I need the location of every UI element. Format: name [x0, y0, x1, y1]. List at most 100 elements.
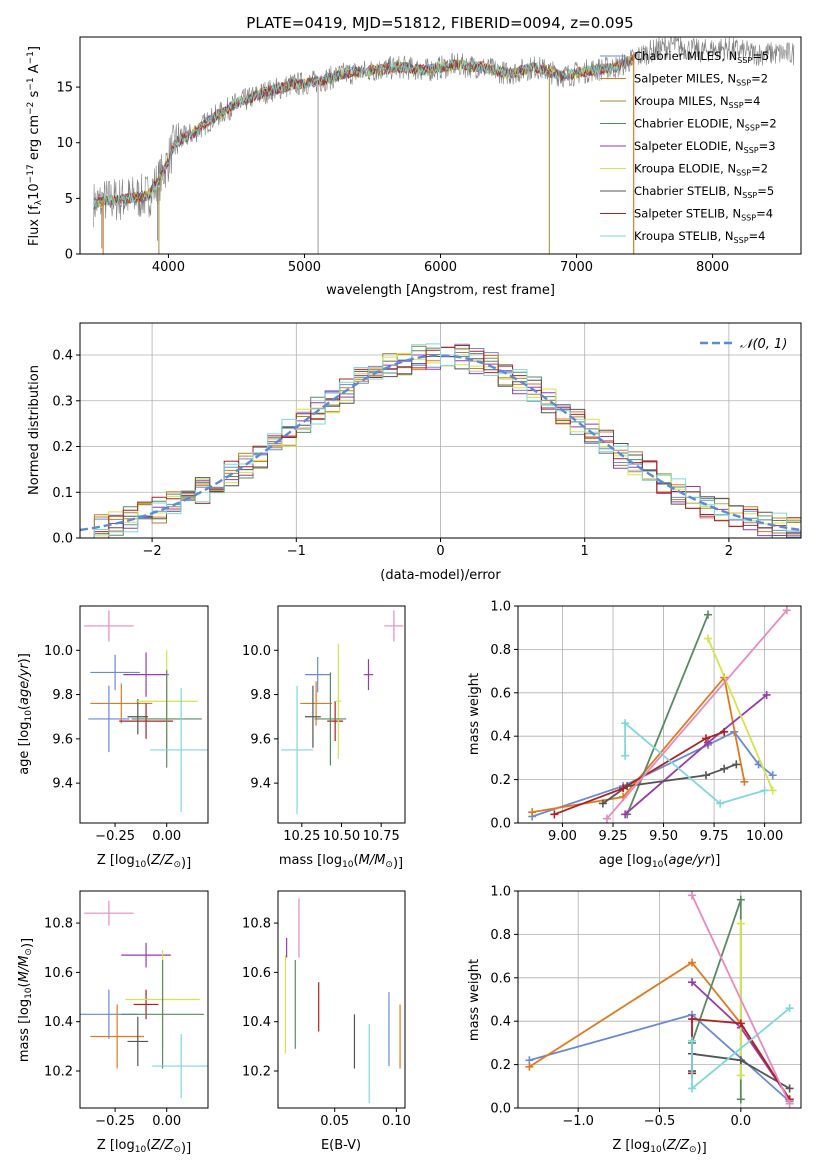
- x-tick-label: 0.00: [152, 1114, 181, 1129]
- errorbar-point: [300, 681, 332, 726]
- weight-marker: [736, 1056, 745, 1065]
- x-tick-label: −2: [143, 544, 162, 559]
- weight-marker: [602, 814, 611, 823]
- legend-label: Salpeter STELIB, NSSP=4: [634, 207, 773, 223]
- y-tick-label: 10.4: [242, 1015, 271, 1030]
- x-tick-label: −0.25: [95, 829, 135, 844]
- legend-label: 𝒩(0, 1): [740, 337, 787, 352]
- y-tick-label: 10.8: [242, 917, 271, 932]
- plot-area: [84, 610, 208, 812]
- panel-weight-vs-age: 9.00 9.25 9.50 9.75 10.00 0.0 0.2 0.4 0.6 0.8 1.0 a…: [467, 600, 802, 870]
- axes-frame: [79, 890, 209, 1109]
- y-tick-label: 10.2: [44, 1065, 73, 1080]
- weight-marker: [704, 610, 713, 619]
- x-tick-label: 1: [581, 544, 589, 559]
- axes-frame: [277, 890, 406, 1109]
- errorbar-point: [335, 643, 342, 759]
- x-tick-label: −1.0: [562, 1114, 594, 1129]
- model-series-line: [93, 55, 634, 210]
- y-tick-label: 1.0: [490, 600, 511, 615]
- x-tick-label: 10.25: [283, 829, 320, 844]
- y-tick-label: 0.2: [52, 440, 73, 455]
- weight-series-line: [626, 614, 709, 815]
- y-tick-label: 9.6: [52, 732, 73, 747]
- y-tick-label: 0.6: [490, 971, 511, 986]
- errorbar-point: [314, 672, 347, 766]
- weight-marker: [716, 799, 725, 808]
- y-axis-label: Normed distribution: [27, 365, 42, 495]
- y-tick-label: 9.4: [250, 777, 271, 792]
- weight-marker: [762, 690, 771, 699]
- y-tick-label: 0.3: [52, 394, 73, 409]
- errorbar-point: [281, 685, 313, 815]
- y-tick-label: 0.8: [490, 643, 511, 658]
- model-series-line: [93, 56, 634, 210]
- weight-series: [688, 891, 794, 1108]
- x-tick-label: −1: [287, 544, 306, 559]
- figure-title: PLATE=0419, MJD=51812, FIBERID=0094, z=0…: [246, 14, 633, 32]
- model-series-line: [93, 54, 634, 210]
- y-tick-label: 9.8: [250, 688, 271, 703]
- x-tick-label: 9.50: [649, 829, 678, 844]
- weight-marker: [732, 760, 741, 769]
- y-tick-label: 0.0: [490, 1102, 511, 1117]
- y-tick-label: 10.0: [44, 644, 73, 659]
- x-tick-label: 10.50: [323, 829, 360, 844]
- panel-age-vs-Z: −0.25 0.00 9.4 9.6 9.8 10.0 Z [log10(Z/Z⊙)] age…: [17, 605, 209, 871]
- weight-marker: [785, 1004, 794, 1013]
- weight-marker: [621, 810, 630, 819]
- weight-series-line: [531, 730, 774, 818]
- x-tick-label: 2: [725, 544, 733, 559]
- legend-label: Salpeter ELODIE, NSSP=3: [634, 139, 776, 155]
- weight-marker: [688, 891, 697, 900]
- y-tick-label: 10.2: [242, 1065, 271, 1080]
- x-tick-label: 0.0: [730, 1114, 751, 1129]
- weight-marker: [701, 734, 710, 743]
- x-tick-label: 0.10: [382, 1114, 411, 1129]
- weight-series: [602, 606, 791, 823]
- y-tick-label: 0.0: [52, 532, 73, 547]
- weight-marker: [785, 1084, 794, 1093]
- y-tick-label: 10.6: [242, 966, 271, 981]
- x-tick-label: 6000: [424, 260, 457, 275]
- errorbar-point: [121, 942, 171, 968]
- panel-mass-vs-EBV: 0.05 0.10 10.2 10.4 10.6 10.8 E(B-V): [242, 890, 411, 1153]
- legend-label: Kroupa STELIB, NSSP=4: [634, 229, 765, 245]
- errorbar-point: [121, 960, 204, 1069]
- x-tick-label: 7000: [560, 260, 593, 275]
- weight-marker: [768, 771, 777, 780]
- weight-series: [528, 673, 749, 817]
- weight-marker: [525, 1062, 534, 1071]
- y-tick-label: 9.6: [250, 732, 271, 747]
- plot-area: [93, 37, 795, 254]
- panel-spectrum: 4000 5000 6000 7000 8000 0 5 10 15 Flux [fλ10−17 …: [26, 36, 802, 298]
- y-tick-label: 0.6: [490, 686, 511, 701]
- panel-residuals: −2 −1 0 1 2 0.0 0.1 0.2 0.3 0.4 𝒩(0, 1) Normed dist…: [27, 322, 802, 583]
- y-tick-label: 0.4: [52, 349, 73, 364]
- panel-age-vs-mass: 10.25 10.50 10.75 9.4 9.6 9.8 10.0 mass [log10(…: [242, 605, 406, 871]
- y-tick-label: 0: [65, 248, 73, 263]
- weight-series-line: [606, 609, 788, 820]
- weight-marker: [688, 1036, 697, 1045]
- legend-label: Kroupa MILES, NSSP=4: [634, 94, 760, 110]
- plot-area: [528, 606, 791, 823]
- x-axis-label: E(B-V): [321, 1138, 361, 1153]
- x-tick-label: 9.75: [700, 829, 729, 844]
- errorbar-point: [152, 1034, 208, 1099]
- weight-marker: [736, 1019, 745, 1028]
- weight-marker: [720, 727, 729, 736]
- y-tick-label: 10.8: [44, 917, 73, 932]
- weight-series: [621, 690, 771, 819]
- model-series-line: [93, 55, 634, 210]
- weight-series: [688, 895, 745, 1104]
- y-axis-label: mass weight: [467, 673, 482, 755]
- errorbar-point: [150, 687, 208, 812]
- weight-marker: [701, 771, 710, 780]
- weight-series-line: [624, 721, 765, 805]
- weight-marker: [736, 895, 745, 904]
- x-axis-label: (data-model)/error: [380, 568, 501, 583]
- errorbar-point: [127, 1016, 149, 1067]
- weight-marker: [740, 777, 749, 786]
- x-tick-label: −0.5: [644, 1114, 676, 1129]
